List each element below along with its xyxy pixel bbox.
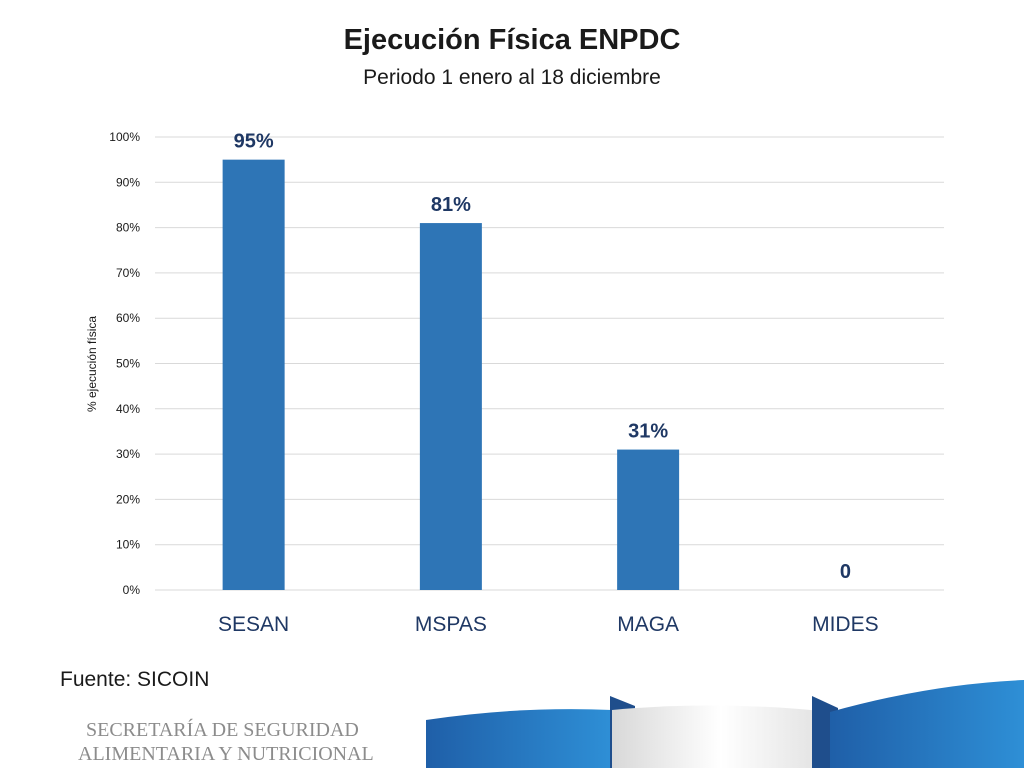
y-tick-label: 60% [116,311,140,325]
bar-sesan [222,159,285,590]
y-tick-label: 50% [116,357,140,371]
x-tick-label: MSPAS [415,613,487,636]
y-tick-label: 0% [123,583,141,597]
org-name-line2: ALIMENTARIA Y NUTRICIONAL [78,743,374,765]
y-tick-label: 70% [116,266,140,280]
bar-chart: 0% 10% 20% 30% 40% 50% 60% 70% 80% 90% 100% 95% SESA… [85,130,944,636]
x-tick-label: SESAN [218,613,289,636]
bar-maga [617,449,680,590]
y-tick-label: 90% [116,175,140,189]
data-label: 95% [234,131,274,153]
data-label: 31% [628,421,668,443]
x-tick-label: MAGA [617,613,679,636]
source-note: Fuente: SICOIN [60,668,210,691]
data-label: 81% [431,194,471,216]
chart-subtitle: Periodo 1 enero al 18 diciembre [363,66,661,89]
y-tick-label: 30% [116,447,140,461]
y-tick-label: 80% [116,221,140,235]
chart-title: Ejecución Física ENPDC [343,24,681,56]
x-tick-label: MIDES [812,613,879,636]
y-tick-label: 100% [109,130,140,144]
org-logo: SECRETARÍA DE SEGURIDAD ALIMENTARIA Y NU… [78,718,374,765]
org-name-line1: SECRETARÍA DE SEGURIDAD [86,718,359,741]
data-label: 0 [840,561,851,583]
decorative-ribbon [426,680,1024,768]
y-tick-label: 20% [116,492,140,506]
y-tick-label: 10% [116,538,140,552]
y-tick-label: 40% [116,402,140,416]
bar-mspas [419,223,482,590]
y-axis-label: % ejecución física [85,316,99,412]
